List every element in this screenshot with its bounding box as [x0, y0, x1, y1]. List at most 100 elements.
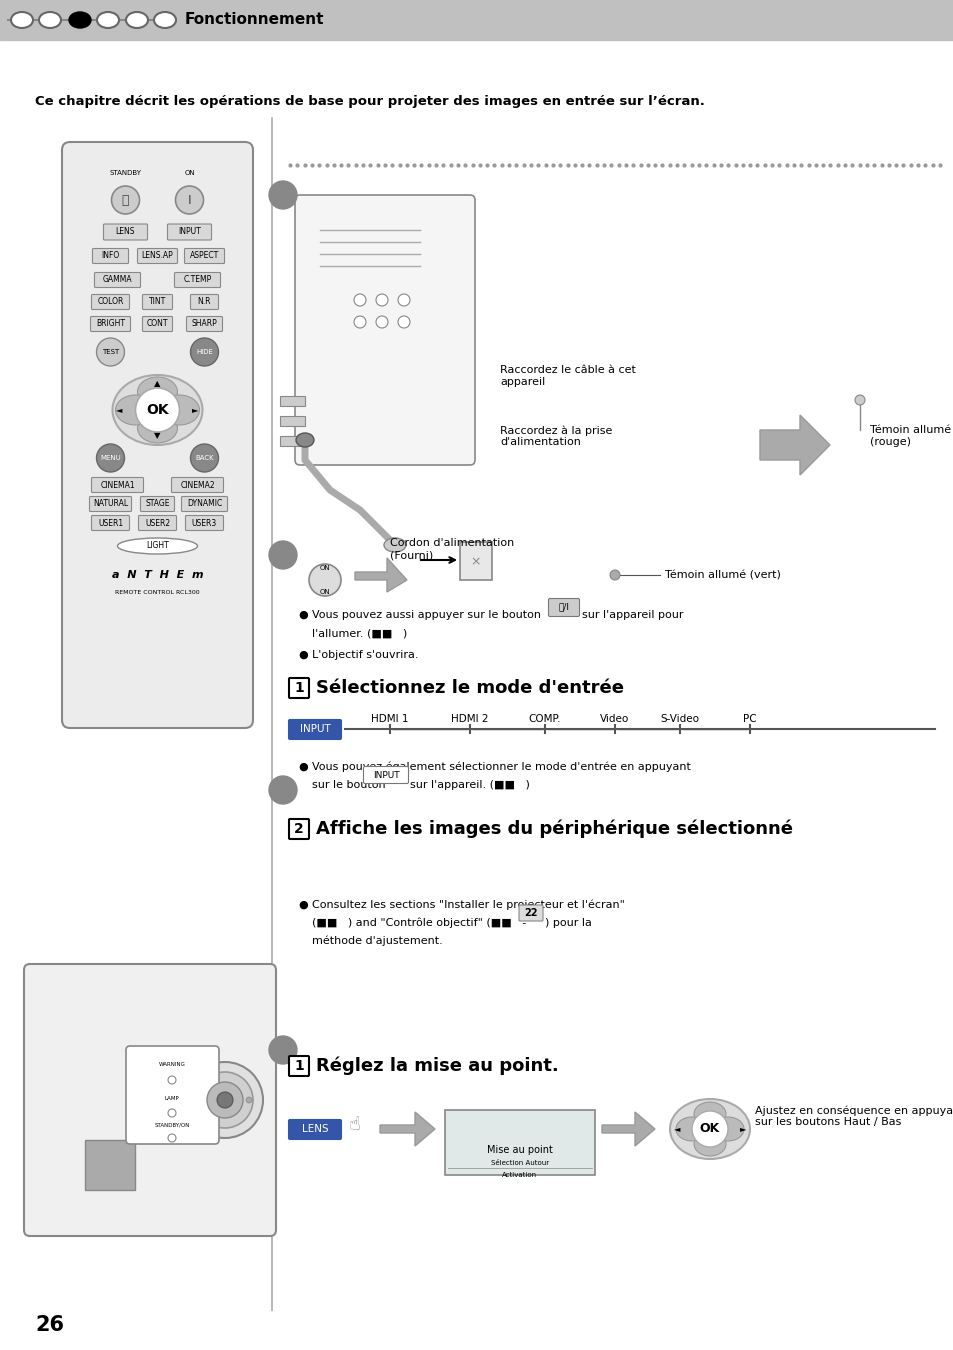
- Text: BRIGHT: BRIGHT: [96, 320, 125, 328]
- FancyBboxPatch shape: [24, 964, 275, 1237]
- Text: ►: ►: [739, 1125, 745, 1134]
- Ellipse shape: [115, 396, 155, 425]
- Ellipse shape: [11, 12, 33, 28]
- Ellipse shape: [97, 12, 119, 28]
- Circle shape: [269, 181, 296, 209]
- Text: Vous pouvez également sélectionner le mode d'entrée en appuyant: Vous pouvez également sélectionner le mo…: [312, 761, 690, 772]
- FancyBboxPatch shape: [289, 1056, 309, 1076]
- FancyBboxPatch shape: [518, 904, 542, 921]
- Text: ●: ●: [297, 900, 308, 910]
- Bar: [459, 541, 492, 580]
- Text: HIDE: HIDE: [196, 350, 213, 355]
- Text: Fonctionnement: Fonctionnement: [185, 12, 324, 27]
- Text: ●: ●: [297, 761, 308, 772]
- Ellipse shape: [676, 1116, 707, 1141]
- Text: ON: ON: [184, 170, 194, 176]
- Circle shape: [269, 541, 296, 568]
- Text: SHARP: SHARP: [192, 320, 217, 328]
- Circle shape: [269, 776, 296, 805]
- Text: USER2: USER2: [145, 518, 170, 528]
- Text: méthode d'ajustement.: méthode d'ajustement.: [312, 936, 442, 946]
- FancyBboxPatch shape: [91, 316, 131, 332]
- Text: USER1: USER1: [98, 518, 123, 528]
- Text: HDMI 1: HDMI 1: [371, 714, 408, 724]
- Ellipse shape: [69, 12, 91, 28]
- Ellipse shape: [137, 377, 177, 406]
- Text: INPUT: INPUT: [373, 771, 399, 779]
- Text: S-Video: S-Video: [659, 714, 699, 724]
- FancyBboxPatch shape: [92, 248, 129, 263]
- FancyBboxPatch shape: [289, 678, 309, 698]
- Text: DYNAMIC: DYNAMIC: [187, 500, 222, 509]
- Text: ◄: ◄: [116, 405, 123, 414]
- FancyBboxPatch shape: [62, 142, 253, 728]
- FancyBboxPatch shape: [172, 478, 223, 493]
- Text: STANDBY: STANDBY: [110, 170, 141, 176]
- Circle shape: [354, 294, 366, 306]
- Ellipse shape: [669, 1099, 749, 1160]
- FancyBboxPatch shape: [103, 224, 148, 240]
- Text: Ajustez en conséquence en appuyant
sur les boutons Haut / Bas: Ajustez en conséquence en appuyant sur l…: [754, 1106, 953, 1127]
- FancyBboxPatch shape: [294, 194, 475, 464]
- Ellipse shape: [153, 12, 175, 28]
- FancyBboxPatch shape: [91, 294, 130, 309]
- Text: CONT: CONT: [147, 320, 168, 328]
- FancyBboxPatch shape: [186, 316, 222, 332]
- Circle shape: [112, 186, 139, 215]
- Text: Affiche les images du périphérique sélectionné: Affiche les images du périphérique sélec…: [315, 819, 792, 838]
- Text: Vous pouvez aussi appuyer sur le bouton: Vous pouvez aussi appuyer sur le bouton: [312, 610, 540, 620]
- FancyBboxPatch shape: [140, 497, 174, 512]
- Text: 26: 26: [35, 1315, 64, 1335]
- FancyBboxPatch shape: [138, 516, 176, 531]
- Text: 1: 1: [294, 1058, 304, 1073]
- Ellipse shape: [39, 12, 61, 28]
- Text: LENS.AP: LENS.AP: [141, 251, 173, 261]
- Bar: [85, 1139, 135, 1189]
- Circle shape: [168, 1108, 175, 1116]
- Text: ◄: ◄: [673, 1125, 679, 1134]
- FancyBboxPatch shape: [126, 1046, 219, 1143]
- Circle shape: [196, 1072, 253, 1129]
- Text: sur l'appareil. (■■   ): sur l'appareil. (■■ ): [410, 780, 529, 790]
- Text: N.R: N.R: [197, 297, 211, 306]
- Text: NATURAL: NATURAL: [92, 500, 128, 509]
- Text: USER3: USER3: [192, 518, 217, 528]
- Circle shape: [216, 1092, 233, 1108]
- Text: ▼: ▼: [154, 432, 161, 440]
- Circle shape: [175, 186, 203, 215]
- Ellipse shape: [112, 375, 202, 446]
- Text: REMOTE CONTROL RCL300: REMOTE CONTROL RCL300: [115, 590, 199, 594]
- Text: INPUT: INPUT: [178, 228, 201, 236]
- FancyBboxPatch shape: [191, 294, 218, 309]
- Text: CINEMA1: CINEMA1: [100, 481, 134, 490]
- Text: STAGE: STAGE: [145, 500, 170, 509]
- Bar: [0, 0, 953, 40]
- Circle shape: [96, 444, 125, 472]
- Text: ●: ●: [297, 649, 308, 660]
- Polygon shape: [760, 414, 829, 475]
- Text: ●: ●: [297, 610, 308, 620]
- Text: Réglez la mise au point.: Réglez la mise au point.: [315, 1057, 558, 1075]
- FancyBboxPatch shape: [91, 516, 130, 531]
- FancyBboxPatch shape: [91, 478, 143, 493]
- Text: ASPECT: ASPECT: [190, 251, 219, 261]
- Circle shape: [269, 1035, 296, 1064]
- FancyBboxPatch shape: [142, 316, 172, 332]
- Polygon shape: [601, 1112, 655, 1146]
- FancyBboxPatch shape: [288, 1119, 341, 1139]
- FancyBboxPatch shape: [363, 767, 408, 783]
- Text: ▲: ▲: [154, 379, 161, 389]
- Text: OK: OK: [146, 404, 169, 417]
- Circle shape: [397, 294, 410, 306]
- Circle shape: [246, 1098, 252, 1103]
- Ellipse shape: [384, 539, 406, 552]
- Text: Témoin allumé
(rouge): Témoin allumé (rouge): [869, 425, 950, 447]
- Circle shape: [691, 1111, 727, 1148]
- Text: INFO: INFO: [101, 251, 119, 261]
- Text: LENS: LENS: [115, 228, 135, 236]
- Text: 1: 1: [294, 680, 304, 695]
- Text: INPUT: INPUT: [299, 724, 330, 734]
- Circle shape: [187, 1062, 263, 1138]
- FancyBboxPatch shape: [181, 497, 227, 512]
- Circle shape: [96, 338, 125, 366]
